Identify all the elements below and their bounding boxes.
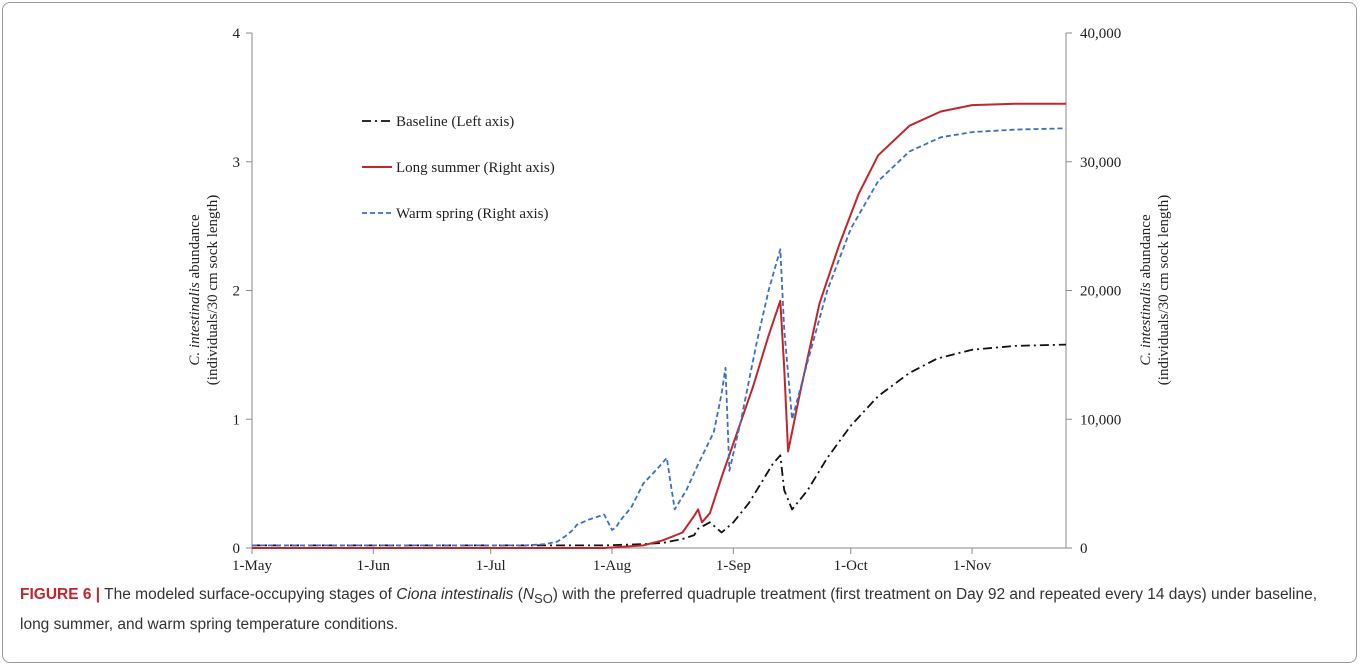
right-tick-label: 40,000 xyxy=(1080,26,1121,42)
caption-species: Ciona intestinalis xyxy=(396,586,514,603)
legend-label-1: Baseline (Left axis) xyxy=(396,114,514,130)
chart-series xyxy=(252,102,1067,549)
left-axis-title: C. intestinalis abundance (individuals/30… xyxy=(187,195,221,385)
right-tick-label: 20,000 xyxy=(1080,284,1121,300)
right-axis-title-rest: abundance xyxy=(1138,214,1154,282)
left-axis-title-rest: abundance xyxy=(187,214,203,282)
x-tick-label: 1-Aug xyxy=(593,558,632,574)
left-tick-label: 0 xyxy=(233,541,241,557)
caption-text-2: ( xyxy=(513,586,523,603)
left-tick-label: 1 xyxy=(233,412,241,428)
left-tick-label: 2 xyxy=(233,284,241,300)
caption-symbol: N xyxy=(522,586,535,603)
legend-label-3: Warm spring (Right axis) xyxy=(396,206,549,222)
left-axis-title-italic: C. intestinalis xyxy=(187,282,203,366)
chart-legend: Baseline (Left axis) Long summer (Right a… xyxy=(362,114,555,222)
caption-text-3: ) with the preferred quadruple treatment… xyxy=(20,586,1317,634)
right-tick-label: 10,000 xyxy=(1080,412,1121,428)
right-tick-label: 0 xyxy=(1080,541,1088,557)
right-axis-title-line1: C. intestinalis abundance xyxy=(1138,214,1154,366)
x-tick-label: 1-Jul xyxy=(476,558,506,574)
x-tick-label: 1-Oct xyxy=(834,558,869,574)
x-tick-label: 1-Jun xyxy=(357,558,391,574)
series-line-1 xyxy=(252,343,1067,547)
series-line-2 xyxy=(252,102,1066,549)
right-axis-title-line2: (individuals/30 cm sock length) xyxy=(1156,195,1172,385)
x-tick-label: 1-Nov xyxy=(953,558,992,574)
figure-caption: FIGURE 6 | The modeled surface-occupying… xyxy=(20,582,1340,638)
line-chart: 0 1 2 3 4 0 10,000 20,000 30,000 40,000 1-May 1-Jun… xyxy=(187,26,1172,574)
right-axis-title-italic: C. intestinalis xyxy=(1138,282,1154,366)
series-line-3 xyxy=(252,127,1067,547)
caption-symbol-subscript: SO xyxy=(534,591,553,607)
left-tick-label: 3 xyxy=(233,155,241,171)
chart-axes: 0 1 2 3 4 0 10,000 20,000 30,000 40,000 1-May 1-Jun… xyxy=(187,26,1172,574)
right-axis-title: C. intestinalis abundance (individuals/30… xyxy=(1138,195,1172,385)
left-axis-title-line2: (individuals/30 cm sock length) xyxy=(205,195,221,385)
figure-label: FIGURE 6 | xyxy=(20,586,101,603)
legend-label-2: Long summer (Right axis) xyxy=(396,160,555,176)
x-tick-label: 1-Sep xyxy=(716,558,751,574)
left-axis-title-line1: C. intestinalis abundance xyxy=(187,214,203,366)
x-tick-label: 1-May xyxy=(232,558,272,574)
caption-text-1: The modeled surface-occupying stages of xyxy=(100,586,397,603)
left-tick-label: 4 xyxy=(233,26,241,42)
right-tick-label: 30,000 xyxy=(1080,155,1121,171)
